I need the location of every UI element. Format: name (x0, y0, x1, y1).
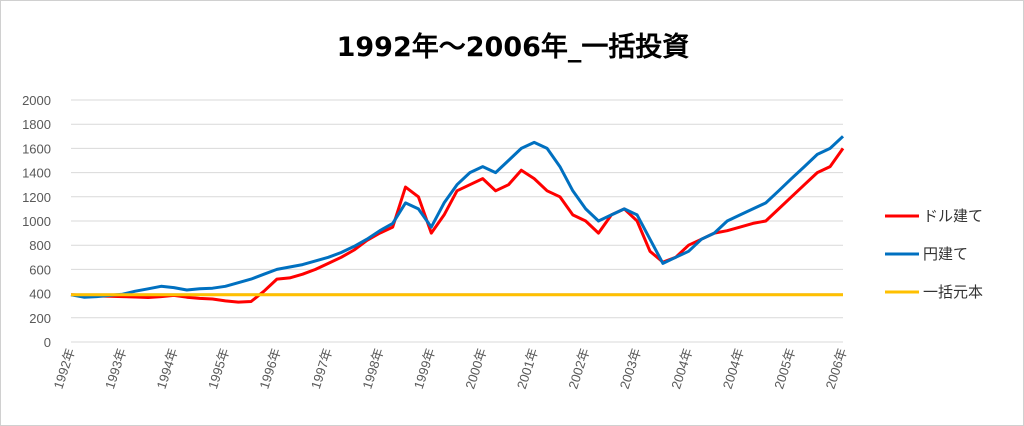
x-tick-label: 2003年 (617, 346, 644, 391)
legend-label: 円建て (923, 245, 968, 263)
x-tick-label: 1992年 (51, 346, 78, 391)
legend-label: 一括元本 (923, 283, 983, 301)
x-tick-label: 2004年 (668, 346, 695, 391)
legend-label: ドル建て (923, 207, 983, 225)
chart-title: 1992年～2006年_一括投資 (337, 31, 690, 63)
y-tick-label: 1800 (22, 117, 51, 132)
y-tick-label: 200 (29, 311, 51, 326)
x-tick-label: 1999年 (411, 346, 438, 391)
plot-area (70, 135, 845, 304)
y-tick-label: 1600 (22, 141, 51, 156)
y-axis-ticks: 0 200 400 600 800 1000 1200 1400 1600 1800 2000 (22, 93, 51, 350)
x-tick-label: 2006年 (823, 346, 850, 391)
x-tick-label: 2004年 (720, 346, 747, 391)
x-tick-label: 2000年 (462, 346, 489, 391)
x-tick-label: 1995年 (205, 346, 232, 391)
y-tick-label: 600 (29, 262, 51, 277)
series-line-0 (70, 147, 845, 304)
y-tick-label: 800 (29, 238, 51, 253)
x-tick-label: 2005年 (771, 346, 798, 391)
y-tick-label: 1200 (22, 190, 51, 205)
x-tick-label: 1996年 (256, 346, 283, 391)
x-axis-ticks: 1992年 1993年 1994年 1995年 1996年 1997年 1998年 1999年… (51, 346, 850, 391)
x-tick-label: 2002年 (565, 346, 592, 391)
y-tick-label: 0 (44, 335, 51, 350)
series-line-1 (70, 135, 845, 299)
x-tick-label: 1998年 (359, 346, 386, 391)
x-tick-label: 1994年 (154, 346, 181, 391)
y-tick-label: 2000 (22, 93, 51, 108)
x-tick-label: 1993年 (102, 346, 129, 391)
y-tick-label: 400 (29, 287, 51, 302)
x-tick-label: 2001年 (514, 346, 541, 391)
y-tick-label: 1000 (22, 214, 51, 229)
x-tick-label: 1997年 (308, 346, 335, 391)
y-tick-label: 1400 (22, 166, 51, 181)
